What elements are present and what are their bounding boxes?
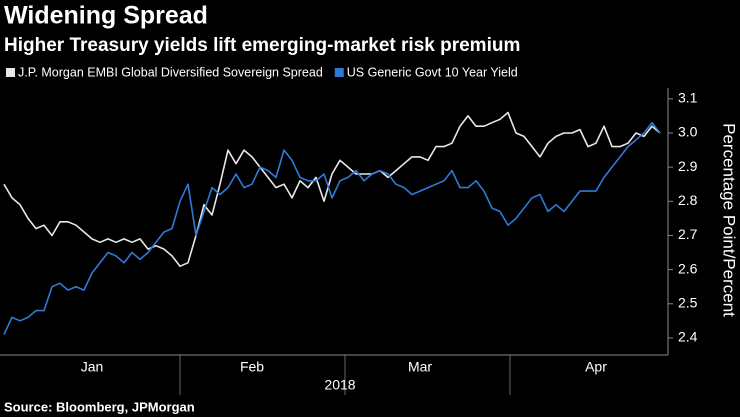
y-tick-label: 2.4	[678, 329, 698, 345]
line-series	[3, 121, 661, 335]
y-tick-label: 3.1	[678, 90, 698, 106]
legend-swatch	[6, 68, 15, 77]
x-axis-label: 2018	[324, 377, 355, 393]
chart-subtitle: Higher Treasury yields lift emerging-mar…	[4, 35, 520, 56]
line-series	[3, 111, 661, 267]
y-tick-label: 3.0	[678, 124, 698, 140]
y-tick-label: 2.8	[678, 192, 698, 208]
x-tick-label: Apr	[585, 359, 607, 375]
y-tick-label: 2.5	[678, 294, 698, 310]
legend-label: J.P. Morgan EMBI Global Diversified Sove…	[18, 65, 323, 79]
y-tick-label: 2.6	[678, 260, 698, 276]
x-tick-label: Mar	[408, 359, 432, 375]
source: Source: Bloomberg, JPMorgan	[4, 399, 195, 414]
y-tick-label: 2.7	[678, 226, 698, 242]
chart-title: Widening Spread	[4, 2, 208, 30]
y-tick-label: 2.9	[678, 158, 698, 174]
x-tick-label: Jan	[81, 359, 104, 375]
legend-swatch	[334, 68, 344, 77]
legend-label: US Generic Govt 10 Year Yield	[347, 65, 518, 79]
y-axis-label: Percentage Point/Percent	[720, 123, 739, 317]
x-tick-label: Feb	[240, 359, 264, 375]
